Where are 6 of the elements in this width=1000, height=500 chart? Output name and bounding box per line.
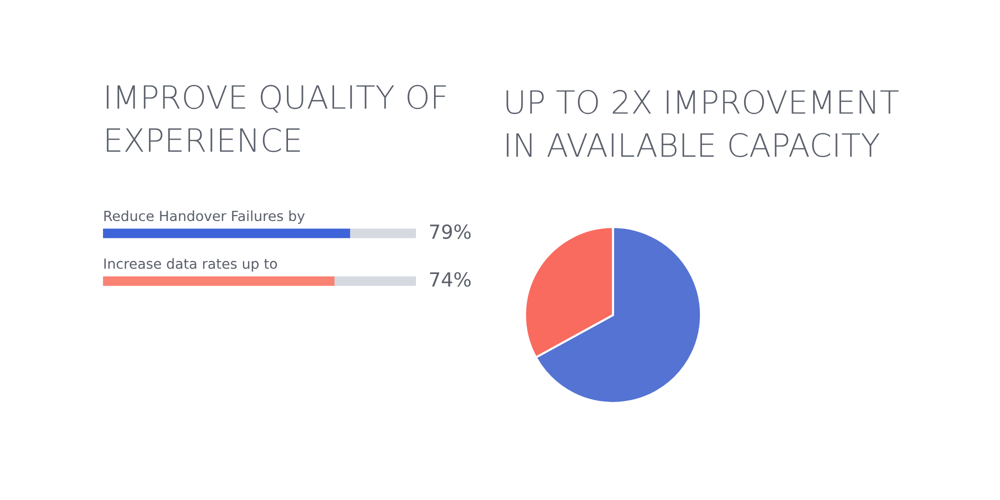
category-label: Reduce Handover Failures by bbox=[104, 210, 305, 224]
chart-title: UP TO 2X IMPROVEMENT IN AVAILABLE CAPACITY bbox=[506, 90, 898, 158]
category-label: Increase data rates up to bbox=[104, 258, 277, 272]
data-label: 79% bbox=[430, 224, 471, 240]
data-label: 74% bbox=[430, 272, 471, 287]
chart-title: IMPROVE QUALITY OF EXPERIENCE bbox=[106, 84, 446, 152]
